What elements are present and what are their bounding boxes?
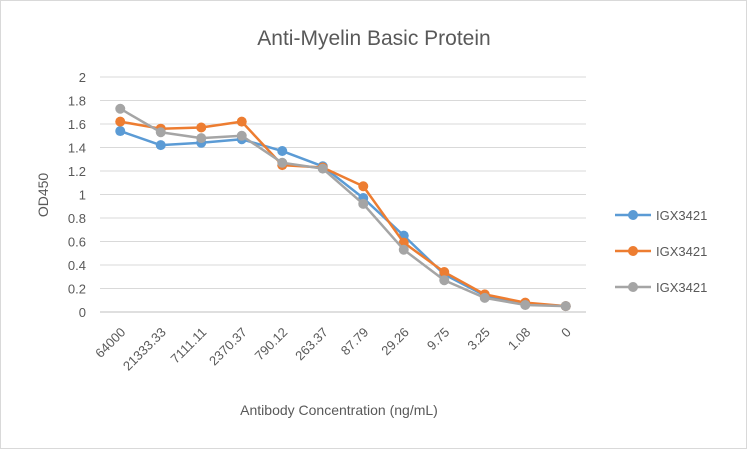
data-point xyxy=(196,133,207,144)
data-point xyxy=(520,299,531,310)
x-tick-label: 64000 xyxy=(92,325,128,361)
chart-title: Anti-Myelin Basic Protein xyxy=(257,27,490,50)
series-line xyxy=(120,120,566,308)
x-tick-label: 87.79 xyxy=(338,325,372,359)
data-point xyxy=(115,116,126,127)
x-tick-label: 790.12 xyxy=(252,325,291,364)
series-2 xyxy=(115,116,571,312)
y-tick-label: 2 xyxy=(79,70,86,85)
data-point xyxy=(439,267,450,278)
y-tick-label: 1.2 xyxy=(68,164,86,179)
data-point xyxy=(398,244,409,255)
y-axis-title: OD450 xyxy=(35,173,51,218)
y-tick-label: 0.6 xyxy=(68,235,86,250)
y-tick-label: 1.4 xyxy=(68,141,86,156)
x-tick-label: 3.25 xyxy=(464,325,493,354)
x-tick-label: 2370.37 xyxy=(206,325,250,369)
x-tick-label: 21333.33 xyxy=(120,325,169,374)
legend-label: IGX3421 xyxy=(656,244,707,259)
legend-marker xyxy=(628,246,638,256)
data-point xyxy=(479,292,490,303)
x-tick-label: 263.37 xyxy=(292,325,331,364)
legend-item: IGX3421 xyxy=(615,280,707,295)
gridlines xyxy=(100,76,586,313)
data-point xyxy=(560,301,571,312)
data-point xyxy=(439,275,450,286)
data-point xyxy=(236,116,247,127)
x-tick-label: 7111.11 xyxy=(168,325,210,367)
legend-marker xyxy=(628,282,638,292)
data-point xyxy=(115,126,126,137)
data-point xyxy=(155,140,166,151)
legend-item: IGX3421 xyxy=(615,208,707,223)
legend-label: IGX3421 xyxy=(656,208,707,223)
y-tick-label: 0.4 xyxy=(68,258,86,273)
legend-label: IGX3421 xyxy=(656,280,707,295)
data-point xyxy=(358,198,369,209)
y-tick-label: 1.6 xyxy=(68,117,86,132)
x-axis-title: Antibody Concentration (ng/mL) xyxy=(240,402,438,418)
y-tick-label: 0.2 xyxy=(68,282,86,297)
x-tick-label: 0 xyxy=(558,325,574,341)
x-tick-label: 29.26 xyxy=(378,325,412,359)
x-tick-label: 1.08 xyxy=(505,325,534,354)
series-layer xyxy=(115,103,571,312)
y-tick-label: 0 xyxy=(79,305,86,320)
data-point xyxy=(236,130,247,141)
series-1 xyxy=(115,126,571,312)
data-point xyxy=(115,103,126,114)
legend-item: IGX3421 xyxy=(615,244,707,259)
series-line xyxy=(119,129,566,308)
legend: IGX3421 IGX3421 IGX3421 xyxy=(615,208,707,295)
data-point xyxy=(277,157,288,168)
series-3 xyxy=(115,103,571,312)
data-point xyxy=(358,181,369,192)
y-tick-label: 1 xyxy=(79,188,86,203)
data-point xyxy=(196,122,207,133)
y-tick-label: 0.8 xyxy=(68,211,86,226)
data-point xyxy=(317,163,328,174)
series-line xyxy=(119,107,566,308)
data-point xyxy=(277,146,288,157)
legend-marker xyxy=(628,210,638,220)
data-point xyxy=(155,127,166,138)
y-axis-ticks: 0 0.2 0.4 0.6 0.8 1 1.2 1.4 1.6 1.8 2 xyxy=(68,70,86,320)
y-tick-label: 1.8 xyxy=(68,94,86,109)
x-tick-label: 9.75 xyxy=(424,325,453,354)
